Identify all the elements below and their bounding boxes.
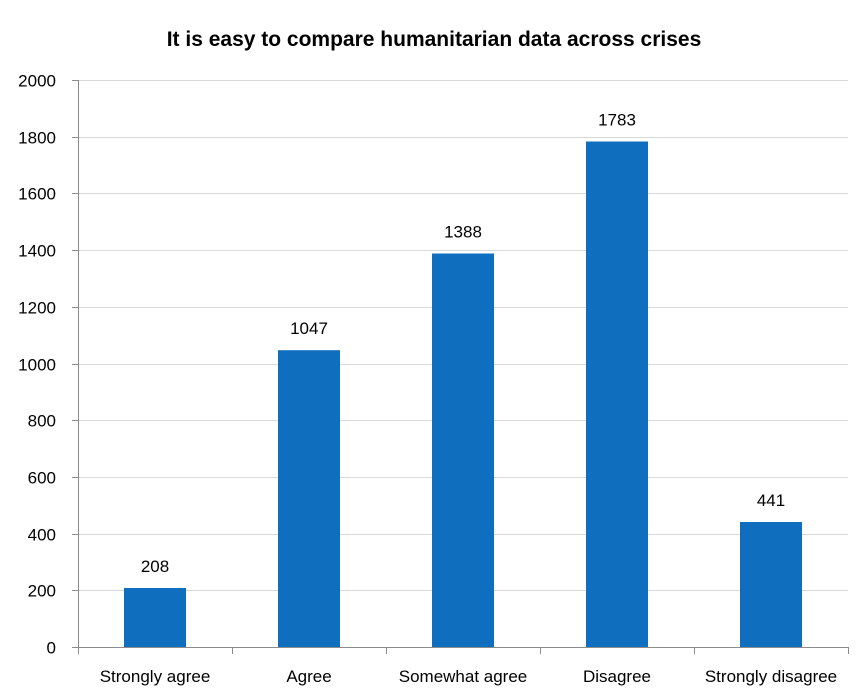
- y-axis-ticks: 0 200 400 600 800 1000 1200 1400 1600 1800 2000: [18, 72, 56, 658]
- bar-agree: [278, 350, 340, 647]
- data-label: 208: [141, 557, 169, 576]
- chart-title: It is easy to compare humanitarian data …: [167, 28, 702, 51]
- bar-strongly-agree: [124, 588, 186, 647]
- x-axis-ticks: Strongly agree Agree Somewhat agree Disagre…: [100, 667, 837, 686]
- y-tick-label: 800: [28, 412, 56, 431]
- data-label: 1047: [290, 319, 328, 338]
- x-tick-label: Disagree: [583, 667, 651, 686]
- y-tick-label: 400: [28, 526, 56, 545]
- x-tick-label: Strongly disagree: [705, 667, 837, 686]
- axes: [72, 80, 849, 654]
- x-tick-label: Strongly agree: [100, 667, 211, 686]
- bar-somewhat-agree: [432, 253, 494, 647]
- x-tick-label: Somewhat agree: [399, 667, 528, 686]
- y-tick-label: 600: [28, 469, 56, 488]
- data-label: 1388: [444, 223, 482, 242]
- x-tick-label: Agree: [286, 667, 331, 686]
- y-tick-label: 1600: [18, 185, 56, 204]
- bars: [124, 141, 802, 647]
- y-tick-label: 2000: [18, 72, 56, 91]
- bar-disagree: [586, 141, 648, 647]
- data-label: 1783: [598, 111, 636, 130]
- y-tick-label: 200: [28, 582, 56, 601]
- bar-strongly-disagree: [740, 522, 802, 647]
- y-tick-label: 1800: [18, 129, 56, 148]
- y-tick-label: 1000: [18, 356, 56, 375]
- y-tick-label: 0: [47, 639, 56, 658]
- data-label: 441: [757, 491, 785, 510]
- y-tick-label: 1200: [18, 299, 56, 318]
- data-labels: 208 1047 1388 1783 441: [141, 111, 785, 577]
- y-tick-label: 1400: [18, 242, 56, 261]
